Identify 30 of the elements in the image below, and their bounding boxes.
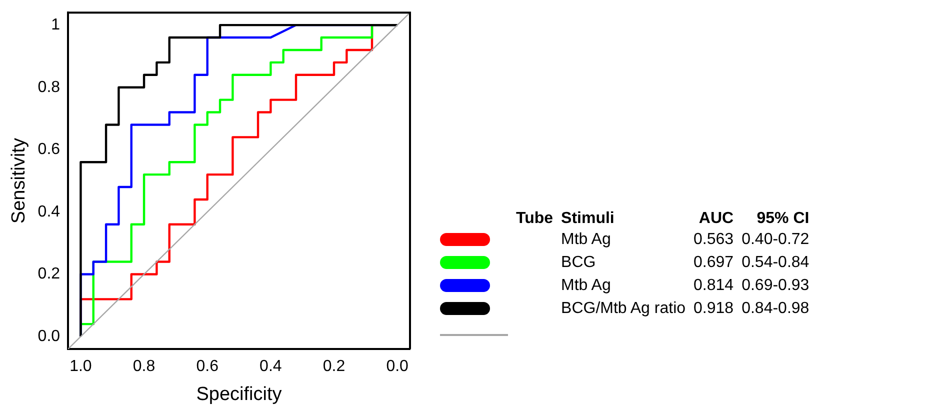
text: 0.69-0.93: [740, 276, 810, 296]
y-tick-label: 1: [51, 16, 60, 34]
text: 95% CI: [756, 210, 810, 228]
y-axis-title: Sensitivity: [8, 138, 30, 224]
x-tick-label: 0.8: [132, 358, 156, 376]
text: BCG: [560, 252, 597, 272]
y-tick-label: 0.2: [38, 266, 60, 283]
text: 0.563: [692, 230, 735, 250]
text: 0.697: [692, 252, 735, 272]
y-tick-label: 0.4: [38, 203, 60, 220]
text: 0.40-0.72: [740, 230, 810, 250]
text: 0.84-0.98: [740, 298, 810, 318]
y-tick-label: 0.8: [38, 78, 60, 96]
x-tick-label: 0.2: [322, 358, 346, 376]
x-tick-label: 0.6: [196, 358, 219, 376]
text: Mtb Ag: [560, 276, 612, 296]
text: Tube: [515, 210, 554, 228]
x-tick-label: 0.0: [386, 358, 409, 376]
x-axis-title: Specificity: [196, 384, 282, 405]
text: Stimuli: [560, 210, 616, 228]
text: 0.54-0.84: [740, 252, 810, 272]
text: Mtb Ag: [560, 230, 612, 250]
text: 0.918: [692, 298, 735, 318]
x-tick-label: 0.4: [260, 358, 282, 376]
text: BCG/Mtb Ag ratio: [560, 298, 687, 318]
text: 0.814: [692, 276, 735, 296]
x-tick-label: 1.0: [70, 358, 92, 376]
y-tick-label: 0.6: [38, 141, 60, 158]
y-tick-label: 0.0: [38, 328, 60, 345]
text: AUC: [698, 210, 735, 228]
